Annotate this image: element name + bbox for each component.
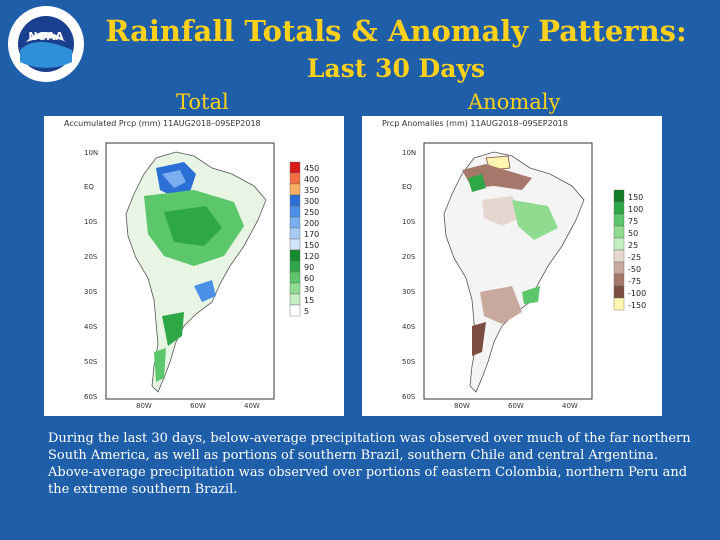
anomaly-green-southbrazil bbox=[522, 286, 540, 304]
total-green-south bbox=[162, 312, 184, 346]
total-legend-swatch bbox=[289, 271, 301, 284]
total-legend-label: 250 bbox=[304, 208, 319, 217]
anomaly-legend: 150 100 75 50 25 -25 -50 -75 -100 -150 bbox=[613, 189, 646, 311]
anomaly-map-panel: Prcp Anomalies (mm) 11AUG2018–09SEP2018 … bbox=[362, 116, 662, 416]
anomaly-legend-swatch bbox=[613, 285, 625, 299]
total-lat-label: 10S bbox=[84, 218, 98, 226]
total-legend-swatch bbox=[289, 216, 301, 229]
anomaly-lat-label: 10S bbox=[402, 218, 416, 226]
total-lat-label: EQ bbox=[84, 183, 94, 191]
anomaly-legend-swatch bbox=[613, 249, 625, 263]
total-legend-label: 200 bbox=[304, 219, 319, 228]
total-map-title: Accumulated Prcp (mm) 11AUG2018–09SEP201… bbox=[64, 119, 261, 128]
total-lat-labels: 10N EQ 10S 20S 30S 40S 50S 60S bbox=[84, 149, 98, 401]
total-lon-label: 80W bbox=[136, 402, 152, 410]
anomaly-legend-label: 100 bbox=[628, 205, 643, 214]
total-legend-label: 90 bbox=[304, 263, 314, 272]
anomaly-legend-swatch bbox=[613, 261, 625, 275]
anomaly-brown-south bbox=[480, 286, 522, 324]
anomaly-legend-swatch bbox=[613, 237, 625, 251]
total-legend-label: 15 bbox=[304, 296, 314, 305]
anomaly-lat-label: 40S bbox=[402, 323, 416, 331]
page-title: Rainfall Totals & Anomaly Patterns: bbox=[105, 14, 687, 48]
total-legend-label: 120 bbox=[304, 252, 319, 261]
total-map: Accumulated Prcp (mm) 11AUG2018–09SEP201… bbox=[64, 119, 319, 410]
anomaly-lon-label: 80W bbox=[454, 402, 470, 410]
anomaly-lat-labels: 10N EQ 10S 20S 30S 40S 50S 60S bbox=[402, 149, 416, 401]
total-legend-label: 150 bbox=[304, 241, 319, 250]
anomaly-map-title: Prcp Anomalies (mm) 11AUG2018–09SEP2018 bbox=[382, 119, 568, 128]
anomaly-legend-label: -100 bbox=[628, 289, 646, 298]
anomaly-lon-label: 60W bbox=[508, 402, 524, 410]
total-legend-label: 300 bbox=[304, 197, 319, 206]
total-lon-labels: 80W 60W 40W bbox=[136, 402, 260, 410]
noaa-logo: NOAA bbox=[8, 6, 84, 82]
anomaly-lon-labels: 80W 60W 40W bbox=[454, 402, 578, 410]
anomaly-lat-label: EQ bbox=[402, 183, 412, 191]
anomaly-legend-label: -150 bbox=[628, 301, 646, 310]
page-subtitle: Last 30 Days bbox=[306, 54, 486, 83]
total-legend-label: 60 bbox=[304, 274, 314, 283]
caption-text: During the last 30 days, below-average p… bbox=[48, 431, 691, 497]
total-legend-swatch bbox=[289, 172, 301, 185]
anomaly-lat-label: 50S bbox=[402, 358, 416, 366]
total-lat-label: 20S bbox=[84, 253, 98, 261]
total-legend-swatch bbox=[289, 161, 301, 174]
anomaly-legend-label: 50 bbox=[628, 229, 638, 238]
total-lat-label: 30S bbox=[84, 288, 98, 296]
anomaly-legend-label: 25 bbox=[628, 241, 638, 250]
total-legend-swatch bbox=[289, 205, 301, 218]
total-legend-swatch bbox=[289, 183, 301, 196]
total-lightblue-north bbox=[162, 170, 186, 188]
logo-text: NOAA bbox=[28, 30, 64, 43]
anomaly-darkbrown-chile bbox=[472, 322, 486, 356]
total-legend-swatch bbox=[289, 282, 301, 295]
anomaly-legend-swatch bbox=[613, 297, 625, 311]
total-legend-swatch bbox=[289, 304, 301, 317]
total-blue-south bbox=[194, 280, 216, 302]
anomaly-heading: Anomaly bbox=[468, 90, 561, 114]
anomaly-lat-label: 60S bbox=[402, 393, 416, 401]
total-lon-label: 40W bbox=[244, 402, 260, 410]
total-lat-label: 50S bbox=[84, 358, 98, 366]
anomaly-legend-swatch bbox=[613, 201, 625, 215]
total-lat-label: 10N bbox=[84, 149, 98, 157]
anomaly-lat-label: 10N bbox=[402, 149, 416, 157]
anomaly-legend-label: -50 bbox=[628, 265, 641, 274]
anomaly-legend-swatch bbox=[613, 213, 625, 227]
total-legend-label: 450 bbox=[304, 164, 319, 173]
total-lat-label: 60S bbox=[84, 393, 98, 401]
anomaly-map: Prcp Anomalies (mm) 11AUG2018–09SEP2018 … bbox=[382, 119, 646, 410]
total-legend-swatch bbox=[289, 260, 301, 273]
total-legend-swatch bbox=[289, 249, 301, 262]
total-heading: Total bbox=[176, 90, 229, 114]
total-legend-label: 5 bbox=[304, 307, 309, 316]
anomaly-green-amazon bbox=[512, 200, 558, 240]
anomaly-legend-swatch bbox=[613, 273, 625, 287]
total-lat-label: 40S bbox=[84, 323, 98, 331]
total-legend: 450 400 350 300 250 200 170 150 120 90 60 30 15 5 bbox=[289, 161, 319, 317]
total-legend-swatch bbox=[289, 238, 301, 251]
anomaly-legend-swatch bbox=[613, 225, 625, 239]
total-map-panel: Accumulated Prcp (mm) 11AUG2018–09SEP201… bbox=[44, 116, 344, 416]
total-legend-label: 170 bbox=[304, 230, 319, 239]
total-lon-label: 60W bbox=[190, 402, 206, 410]
total-legend-swatch bbox=[289, 194, 301, 207]
total-green-chile bbox=[154, 348, 166, 382]
anomaly-lat-label: 30S bbox=[402, 288, 416, 296]
total-legend-label: 400 bbox=[304, 175, 319, 184]
total-darkgreen-central bbox=[164, 206, 222, 246]
anomaly-legend-label: 150 bbox=[628, 193, 643, 202]
anomaly-lat-label: 20S bbox=[402, 253, 416, 261]
anomaly-green-colombia bbox=[468, 174, 486, 192]
total-legend-swatch bbox=[289, 293, 301, 306]
anomaly-legend-label: 75 bbox=[628, 217, 638, 226]
total-legend-swatch bbox=[289, 227, 301, 240]
anomaly-lon-label: 40W bbox=[562, 402, 578, 410]
total-legend-label: 30 bbox=[304, 285, 314, 294]
anomaly-legend-label: -75 bbox=[628, 277, 641, 286]
anomaly-legend-swatch bbox=[613, 189, 625, 203]
anomaly-legend-label: -25 bbox=[628, 253, 641, 262]
total-legend-label: 350 bbox=[304, 186, 319, 195]
